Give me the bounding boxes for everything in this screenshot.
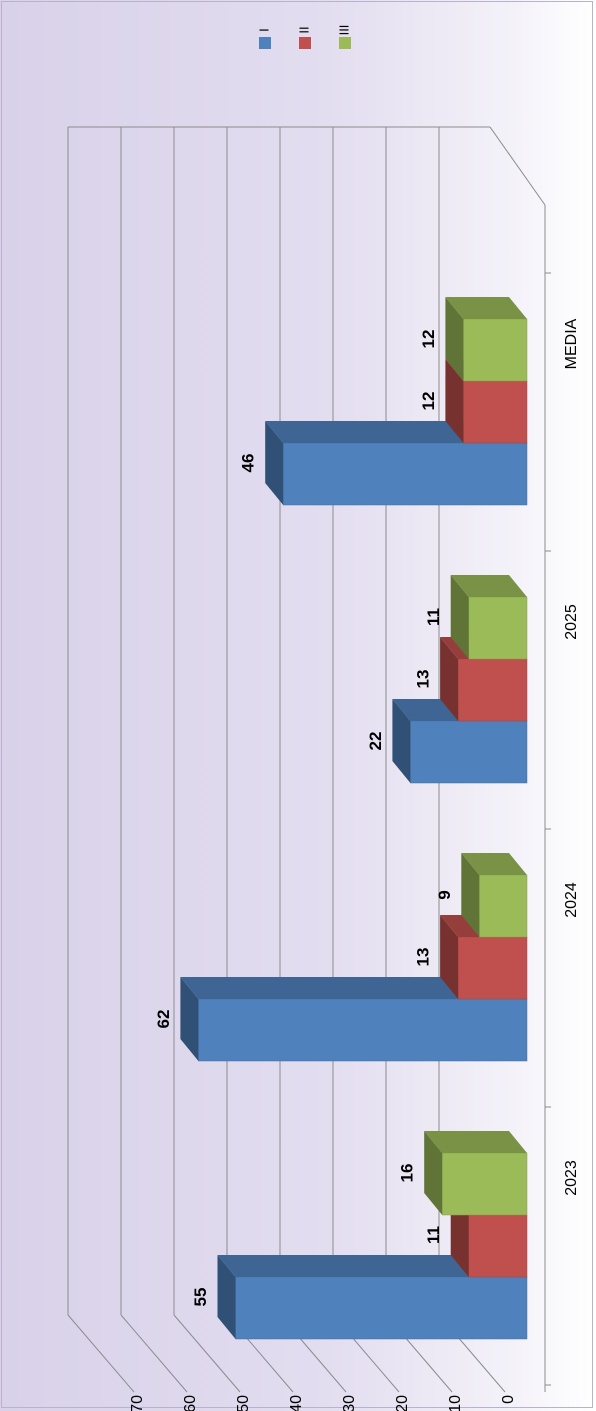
y-tick-label: 10: [447, 1395, 464, 1411]
bar-front: [282, 442, 528, 506]
y-tick-label: 20: [394, 1395, 411, 1411]
gridline-floor: [67, 1314, 135, 1393]
y-tick-label: 60: [182, 1395, 199, 1411]
category-label: 2024: [563, 882, 580, 918]
bar-top: [180, 977, 199, 1061]
bar-top: [217, 1255, 236, 1339]
bar-front: [410, 720, 528, 784]
bar-top: [392, 699, 411, 783]
data-label: 16: [398, 1164, 417, 1183]
gridline-floor: [120, 1314, 188, 1393]
bar-top: [424, 1131, 443, 1215]
data-label: 12: [419, 392, 438, 411]
bar-front: [468, 1214, 528, 1278]
bar-front: [198, 998, 528, 1062]
bar-side: [180, 977, 527, 999]
bar-top: [440, 637, 459, 721]
data-label: 11: [424, 1226, 443, 1244]
bar-front: [441, 1152, 528, 1216]
data-label: 46: [239, 454, 258, 473]
legend-label: I: [256, 28, 271, 32]
bar-front: [457, 658, 528, 722]
data-label: 55: [191, 1288, 210, 1307]
legend-swatch: [339, 37, 351, 49]
bar-top: [445, 359, 464, 443]
bar-side: [461, 853, 527, 875]
gridline-floor: [173, 1314, 241, 1393]
floor-top-edge: [489, 126, 546, 206]
y-tick-label: 0: [500, 1395, 517, 1404]
y-tick-label: 50: [235, 1395, 252, 1411]
y-tick-label: 70: [129, 1395, 146, 1411]
bar-top: [461, 853, 480, 937]
data-label: 13: [414, 948, 433, 967]
data-label: 62: [154, 1010, 173, 1029]
bar-side: [445, 297, 527, 319]
bar-side: [217, 1255, 527, 1277]
data-labels: 55 11 16 62 13 9 22 13 11 46 12 12: [154, 330, 454, 1307]
axes: 0 10 20 30 40 50 60 70 2023 2024 2025 MEDIA: [129, 205, 580, 1411]
gridlines: [67, 126, 546, 1393]
data-label: 9: [435, 890, 454, 899]
bar-front: [468, 596, 528, 660]
bar-front: [479, 874, 528, 938]
category-label: MEDIA: [563, 318, 580, 369]
bar-top: [265, 421, 284, 505]
bar-front: [235, 1276, 528, 1340]
legend-swatch: [259, 37, 271, 49]
bar-side: [450, 575, 527, 597]
bars: [180, 297, 528, 1340]
bar-top: [450, 575, 469, 659]
legend-label: III: [336, 25, 351, 36]
category-label: 2025: [563, 604, 580, 640]
bar-front: [457, 936, 528, 1000]
y-tick-label: 40: [288, 1395, 305, 1411]
bar-top: [445, 297, 464, 381]
category-label: 2023: [563, 1160, 580, 1196]
bar-side: [424, 1131, 527, 1153]
legend: I II III: [256, 25, 351, 49]
y-tick-label: 30: [341, 1395, 358, 1411]
data-label: 13: [414, 670, 433, 689]
legend-swatch: [299, 37, 311, 49]
bar-front: [463, 318, 528, 382]
data-label: 22: [366, 732, 385, 751]
legend-label: II: [296, 26, 311, 33]
bar-front: [463, 380, 528, 444]
data-label: 11: [424, 608, 443, 626]
bar-top: [440, 915, 459, 999]
data-label: 12: [419, 330, 438, 349]
